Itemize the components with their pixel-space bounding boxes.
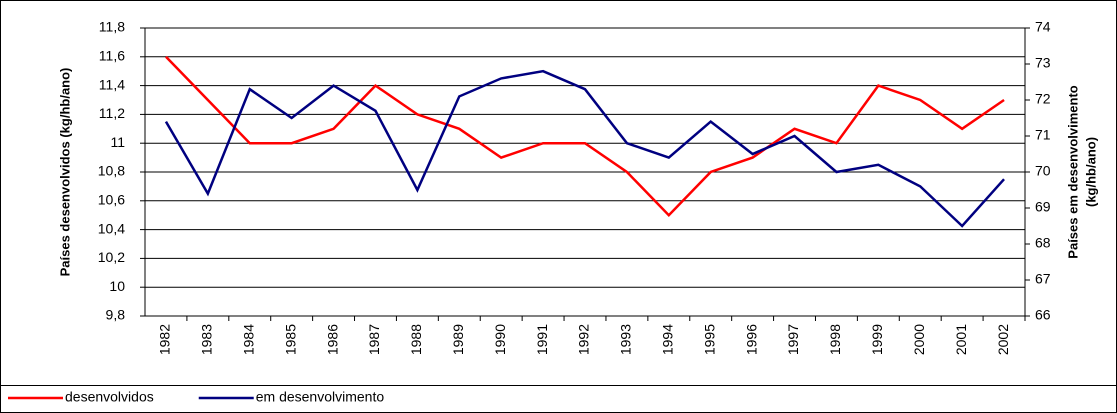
y2-tick-label: 70 xyxy=(1035,163,1051,179)
x-tick-label: 1986 xyxy=(324,324,340,355)
y-tick-label: 10,8 xyxy=(98,163,125,179)
x-tick-label: 1990 xyxy=(492,324,508,355)
series-line xyxy=(164,69,1005,228)
y-tick-label: 11,6 xyxy=(99,48,125,64)
x-tick-label: 1983 xyxy=(199,324,215,355)
y-tick-label: 11,2 xyxy=(99,105,125,121)
y2-axis-title: (kg/hb/ano) xyxy=(1083,137,1098,207)
y2-tick-label: 72 xyxy=(1035,91,1051,107)
x-tick-label: 1984 xyxy=(240,324,256,355)
y2-tick-label: 74 xyxy=(1035,19,1051,35)
y-tick-label: 11 xyxy=(110,134,125,150)
y2-tick-label: 73 xyxy=(1035,55,1051,71)
y-tick-label: 9,8 xyxy=(106,307,126,323)
y2-axis-title: Países em desenvolvimento xyxy=(1065,85,1080,258)
y-tick-label: 11,8 xyxy=(99,19,125,35)
y-tick-label: 10,6 xyxy=(98,192,125,208)
x-tick-label: 1995 xyxy=(701,324,717,355)
y2-tick-label: 66 xyxy=(1035,307,1051,323)
x-tick-label: 1991 xyxy=(534,324,550,355)
y-tick-label: 10,4 xyxy=(98,220,125,236)
x-tick-label: 1994 xyxy=(660,324,676,355)
x-tick-label: 1999 xyxy=(869,324,885,355)
y2-tick-label: 71 xyxy=(1035,127,1051,143)
series-line xyxy=(165,55,1005,217)
x-tick-label: 1992 xyxy=(576,324,592,355)
x-tick-label: 1985 xyxy=(282,324,298,355)
y2-tick-label: 69 xyxy=(1035,199,1051,215)
y-tick-label: 10,2 xyxy=(98,249,125,265)
legend-label: em desenvolvimento xyxy=(256,389,385,405)
y-tick-label: 11,4 xyxy=(99,76,125,92)
x-tick-label: 1998 xyxy=(827,324,843,355)
x-tick-label: 1997 xyxy=(785,324,801,355)
x-tick-label: 1982 xyxy=(157,324,173,355)
x-tick-label: 1996 xyxy=(743,324,759,355)
y-tick-label: 10 xyxy=(109,278,125,294)
x-tick-label: 2002 xyxy=(995,324,1011,355)
y2-tick-label: 68 xyxy=(1035,235,1051,251)
x-tick-label: 1987 xyxy=(366,324,382,355)
x-tick-label: 1989 xyxy=(450,324,466,355)
y-axis-title: Países desenvolvidos (kg/hb/ano) xyxy=(57,68,72,277)
x-tick-label: 1988 xyxy=(408,324,424,355)
x-tick-label: 2000 xyxy=(911,324,927,355)
x-tick-label: 2001 xyxy=(953,324,969,355)
legend-label: desenvolvidos xyxy=(65,389,154,405)
x-tick-label: 1993 xyxy=(618,324,634,355)
y2-tick-label: 67 xyxy=(1035,271,1051,287)
